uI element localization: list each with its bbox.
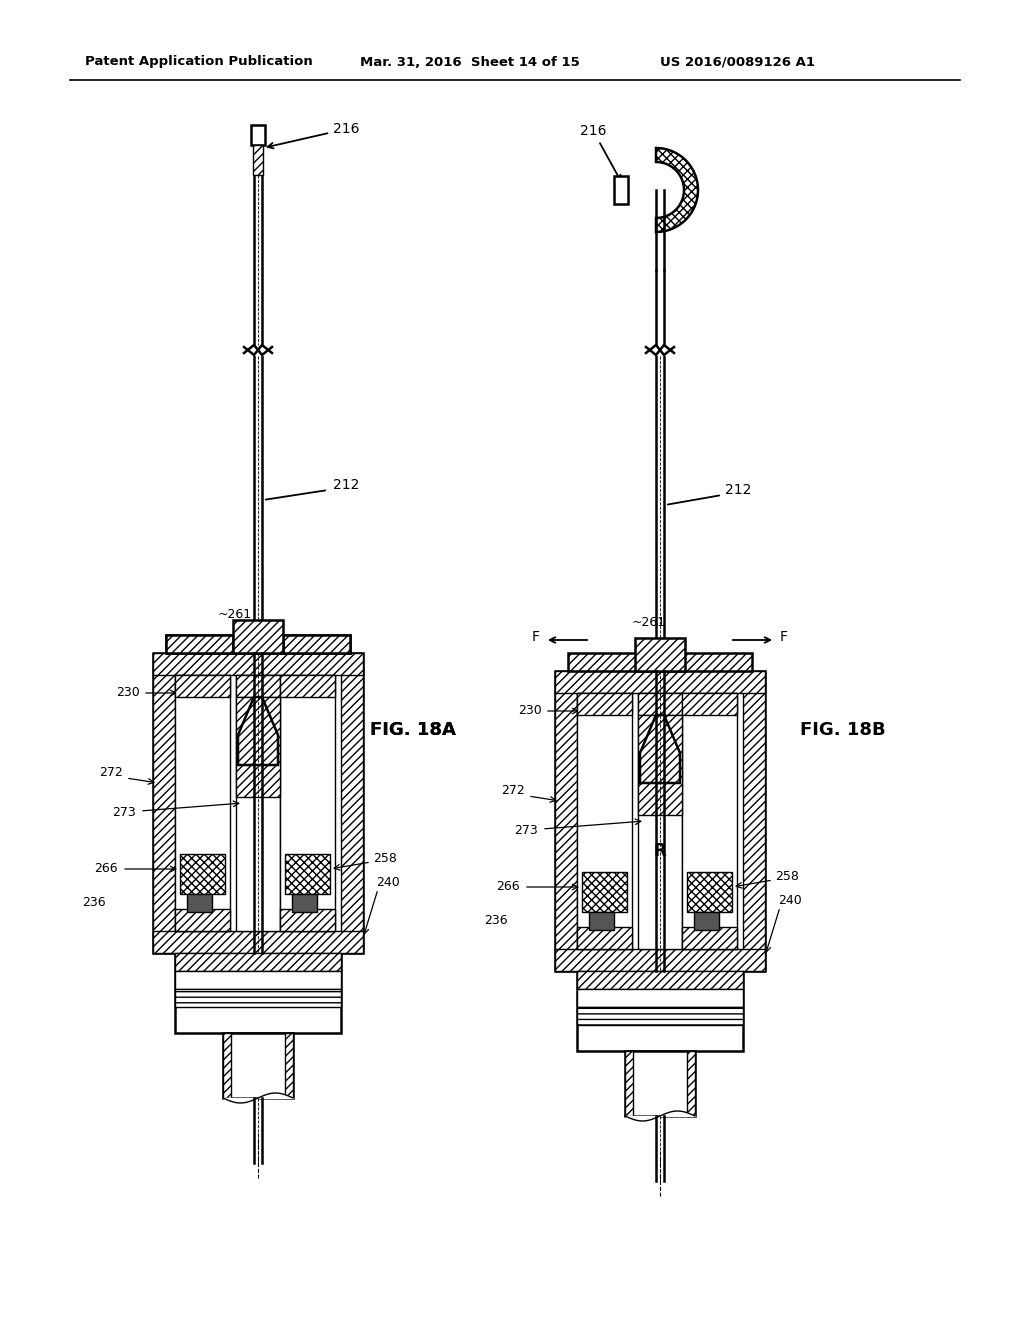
Bar [253, 145, 263, 176]
Text: 240: 240 [778, 894, 802, 907]
Bar [251, 125, 265, 145]
Bar [638, 693, 682, 949]
Bar [577, 693, 632, 715]
Bar [280, 675, 335, 931]
Bar [589, 912, 614, 931]
Bar [577, 972, 743, 989]
Text: 212: 212 [333, 478, 359, 492]
Text: 258: 258 [775, 870, 799, 883]
Bar [341, 653, 362, 953]
Text: ~261: ~261 [218, 609, 252, 622]
Text: 273: 273 [113, 807, 136, 820]
Polygon shape [640, 715, 680, 783]
Text: US 2016/0089126 A1: US 2016/0089126 A1 [660, 55, 815, 69]
Bar [175, 972, 341, 989]
Text: 230: 230 [117, 686, 140, 700]
Bar [175, 909, 230, 931]
Text: 272: 272 [502, 784, 525, 797]
Bar [166, 635, 350, 653]
Text: Patent Application Publication: Patent Application Publication [85, 55, 312, 69]
Bar [638, 715, 682, 814]
Bar [614, 176, 628, 205]
Bar [236, 675, 280, 697]
Text: 266: 266 [497, 880, 520, 894]
Bar [223, 1034, 293, 1098]
Text: F: F [532, 630, 540, 644]
Polygon shape [238, 697, 278, 766]
Bar [555, 671, 765, 693]
Bar [638, 693, 682, 715]
Text: Mar. 31, 2016  Sheet 14 of 15: Mar. 31, 2016 Sheet 14 of 15 [360, 55, 580, 69]
Bar [236, 697, 280, 797]
Bar [153, 653, 362, 953]
Bar [175, 953, 341, 1034]
Bar [280, 675, 335, 697]
Bar [280, 909, 335, 931]
Text: 240: 240 [376, 875, 399, 888]
Text: FIG. 18A: FIG. 18A [370, 721, 456, 739]
Text: 216: 216 [267, 121, 359, 148]
Bar [645, 346, 675, 356]
Text: 272: 272 [99, 767, 123, 780]
Bar [743, 671, 765, 972]
Text: F: F [780, 630, 788, 644]
Bar [236, 675, 280, 931]
Text: 230: 230 [518, 705, 542, 718]
Bar [283, 635, 350, 653]
Bar [175, 675, 230, 697]
Text: FIG. 18A: FIG. 18A [370, 721, 456, 739]
Bar [223, 1034, 231, 1098]
Bar [243, 346, 273, 356]
Text: 236: 236 [484, 913, 508, 927]
Bar [153, 931, 362, 953]
Bar [682, 693, 737, 715]
Bar [233, 620, 283, 653]
Bar [175, 675, 230, 931]
Bar [577, 693, 632, 949]
Text: 266: 266 [94, 862, 118, 875]
Bar [555, 671, 765, 972]
Bar [682, 693, 737, 949]
Bar [682, 927, 737, 949]
Text: FIG. 18B: FIG. 18B [800, 721, 886, 739]
Bar [568, 653, 752, 671]
Bar [687, 873, 732, 912]
Bar [175, 989, 341, 1007]
Bar [292, 894, 317, 912]
Text: 273: 273 [514, 825, 538, 837]
Text: ~261: ~261 [632, 615, 667, 628]
Bar [635, 638, 685, 671]
Bar [555, 671, 577, 972]
Text: 216: 216 [580, 124, 621, 181]
Text: 212: 212 [725, 483, 752, 498]
Bar [582, 873, 627, 912]
Bar [166, 635, 233, 653]
Bar [577, 989, 743, 1007]
Bar [285, 854, 330, 894]
Bar [694, 912, 719, 931]
Bar [687, 1051, 695, 1115]
Text: 236: 236 [82, 895, 106, 908]
Bar [625, 1051, 633, 1115]
Bar [175, 953, 341, 972]
Bar [187, 894, 212, 912]
Bar [153, 653, 175, 953]
Bar [577, 927, 632, 949]
Text: R: R [653, 842, 667, 861]
Bar [625, 1051, 695, 1115]
Bar [577, 972, 743, 1051]
Bar [555, 949, 765, 972]
Bar [153, 653, 362, 675]
Bar [180, 854, 225, 894]
Polygon shape [656, 148, 698, 232]
Bar [285, 1034, 293, 1098]
Bar [577, 1007, 743, 1026]
Text: 258: 258 [373, 853, 397, 866]
